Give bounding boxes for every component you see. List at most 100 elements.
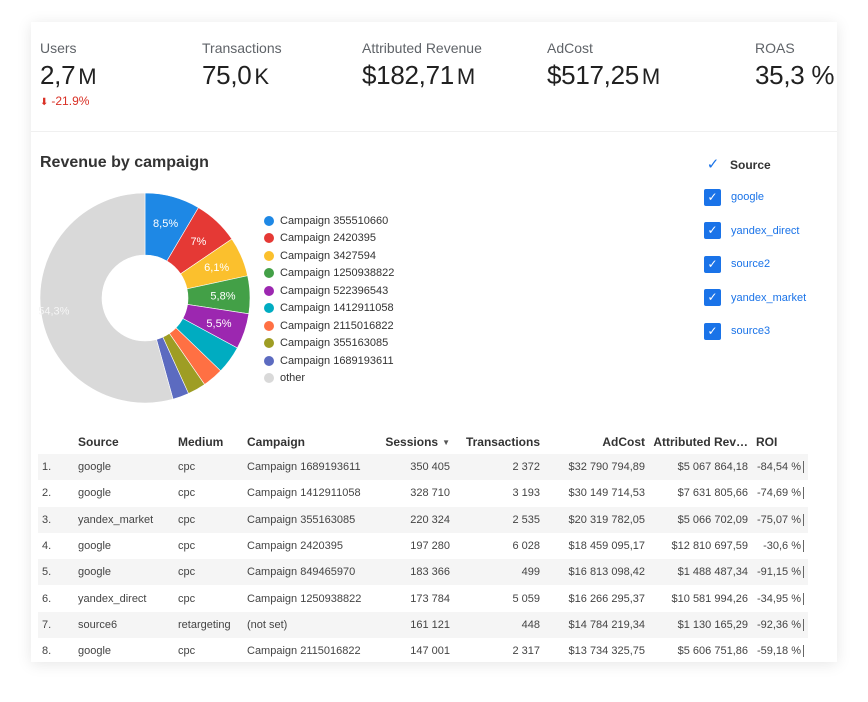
pie-slice[interactable]	[39, 192, 174, 404]
kpi-label: AdCost	[547, 40, 593, 56]
filter-item-source2[interactable]: ✓ source2	[704, 255, 834, 273]
checkbox-checked-icon[interactable]: ✓	[704, 289, 721, 306]
legend-label: Campaign 355510660	[280, 214, 389, 227]
source-cell: google	[78, 645, 112, 658]
legend-item[interactable]: Campaign 355510660	[264, 212, 394, 230]
checkbox-checked-icon[interactable]: ✓	[704, 222, 721, 239]
roi-cell: -91,15 %	[752, 559, 808, 586]
source-cell: google	[74, 454, 174, 481]
revenue-pie-chart[interactable]: 8,5% 7% 6,1% 5,8% 5,5% 54,3%	[38, 192, 251, 404]
source-filter[interactable]: ✓ Source ✓ google ✓ yandex_direct ✓ sour…	[704, 155, 834, 356]
filter-item-source3[interactable]: ✓ source3	[704, 322, 834, 340]
adcost-cell: $16 813 098,42	[544, 559, 649, 586]
attributed-revenue-cell: $5 067 864,18	[649, 454, 752, 481]
table-row[interactable]: 5. google cpc Campaign 849465970 183 366 499 $…	[38, 559, 808, 586]
roi-bar	[803, 645, 804, 658]
filter-item-label: source2	[731, 258, 771, 270]
roi-value: -34,95 %	[756, 592, 801, 605]
filter-item-label: yandex_market	[731, 291, 807, 304]
pie-svg[interactable]: 8,5% 7% 6,1% 5,8% 5,5% 54,3%	[38, 192, 251, 404]
legend-item[interactable]: Campaign 355163085	[264, 335, 394, 353]
adcost-cell: $16 266 295,37	[568, 592, 645, 605]
header-attributed-revenue[interactable]: Attributed Rev…	[653, 435, 748, 449]
row-index: 6.	[42, 592, 52, 605]
checkbox-checked-icon[interactable]: ✓	[704, 322, 721, 340]
row-index: 4.	[42, 540, 52, 553]
transactions-cell: 2 535	[454, 506, 544, 533]
filter-header[interactable]: ✓ Source	[704, 155, 834, 175]
adcost-cell: $14 784 219,34	[544, 611, 649, 639]
legend-swatch	[264, 320, 274, 331]
legend-item[interactable]: other	[264, 370, 394, 388]
campaign-cell: Campaign 355163085	[243, 506, 374, 533]
kpi-row: Users 2,7 M ⬇ -21.9% Transactions 75,0 K At…	[31, 22, 837, 131]
filter-item-yandex-market[interactable]: ✓ yandex_market	[704, 289, 834, 307]
legend-label: Campaign 1412911058	[280, 302, 394, 315]
checkbox-checked-icon[interactable]: ✓	[704, 255, 721, 273]
legend-swatch	[264, 355, 274, 366]
table-row[interactable]: 2. google cpc Campaign 1412911058 328 710 3 1…	[38, 480, 808, 506]
kpi-label: ROAS	[755, 40, 795, 56]
filter-item-label: source3	[731, 325, 771, 337]
campaign-cell: Campaign 1412911058	[247, 487, 361, 500]
source-cell: google	[78, 540, 112, 553]
roi-cell: -84,54 %	[752, 454, 808, 481]
legend-label: Campaign 1689193611	[280, 354, 394, 367]
header-medium[interactable]: Medium	[178, 435, 224, 449]
legend-item[interactable]: Campaign 522396543	[264, 282, 394, 300]
legend-label: Campaign 1250938822	[280, 267, 395, 280]
campaign-cell: Campaign 2420395	[247, 540, 344, 553]
attributed-revenue-cell: $10 581 994,26	[671, 592, 748, 605]
pie-data-label: 54,3%	[39, 305, 70, 317]
header-campaign[interactable]: Campaign	[247, 435, 306, 449]
roi-cell: -30,6 %	[752, 533, 808, 559]
sort-desc-icon[interactable]: ▼	[442, 438, 450, 448]
pie-data-label: 8,5%	[153, 218, 178, 230]
legend-swatch	[264, 250, 274, 261]
roi-bar	[803, 461, 804, 474]
table-row[interactable]: 1. google cpc Campaign 1689193611 350 405 2 3…	[38, 454, 808, 481]
filter-item-label: yandex_direct	[731, 224, 800, 237]
transactions-cell: 499	[454, 559, 544, 586]
row-index: 7.	[38, 611, 74, 639]
legend-item[interactable]: Campaign 3427594	[264, 247, 394, 265]
table-row[interactable]: 6. yandex_direct cpc Campaign 1250938822 173…	[38, 585, 808, 611]
legend-item[interactable]: Campaign 1412911058	[264, 300, 394, 318]
legend-label: Campaign 355163085	[280, 337, 389, 350]
table-row[interactable]: 8. google cpc Campaign 2115016822 147 001 2 3…	[38, 638, 808, 664]
pie-data-label: 5,5%	[206, 318, 231, 330]
legend-swatch	[264, 285, 274, 296]
legend-swatch	[264, 338, 274, 349]
roi-value: -91,15 %	[756, 566, 801, 579]
header-adcost[interactable]: AdCost	[602, 435, 645, 449]
table-row[interactable]: 7. source6 retargeting (not set) 161 121 448 $…	[38, 611, 808, 639]
legend-item[interactable]: Campaign 1689193611	[264, 352, 394, 370]
table-header-row: Source Medium Campaign Sessions ▼ Transac…	[38, 430, 808, 454]
kpi-roas: ROAS 35,3 %	[755, 40, 837, 91]
kpi-value: $182,71 M	[362, 60, 475, 90]
header-source[interactable]: Source	[78, 435, 119, 449]
arrow-down-icon: ⬇	[40, 97, 49, 108]
legend-swatch	[264, 268, 274, 279]
header-transactions[interactable]: Transactions	[465, 435, 540, 449]
roi-value: -59,18 %	[756, 645, 801, 658]
header-sessions[interactable]: Sessions ▼	[385, 435, 450, 449]
legend-item[interactable]: Campaign 1250938822	[264, 265, 394, 283]
table-row[interactable]: 3. yandex_market cpc Campaign 355163085 220 …	[38, 506, 808, 533]
table-row[interactable]: 4. google cpc Campaign 2420395 197 280 6 028 $…	[38, 533, 808, 559]
kpi-label: Attributed Revenue	[362, 40, 482, 56]
filter-item-yandex-direct[interactable]: ✓ yandex_direct	[704, 222, 834, 240]
header-roi[interactable]: ROI	[756, 435, 778, 449]
legend-item[interactable]: Campaign 2420395	[264, 230, 394, 248]
row-index: 5.	[38, 559, 74, 586]
legend-item[interactable]: Campaign 2115016822	[264, 317, 394, 335]
filter-item-google[interactable]: ✓ google	[704, 188, 834, 206]
checkbox-checked-icon[interactable]: ✓	[704, 188, 721, 206]
campaign-cell: (not set)	[243, 611, 374, 639]
roi-cell: -92,36 %	[752, 611, 808, 639]
check-icon[interactable]: ✓	[706, 156, 720, 173]
kpi-value: 35,3 %	[755, 60, 835, 90]
kpi-label: Users	[40, 40, 77, 56]
roi-bar	[803, 487, 804, 500]
transactions-cell: 3 193	[512, 487, 540, 500]
